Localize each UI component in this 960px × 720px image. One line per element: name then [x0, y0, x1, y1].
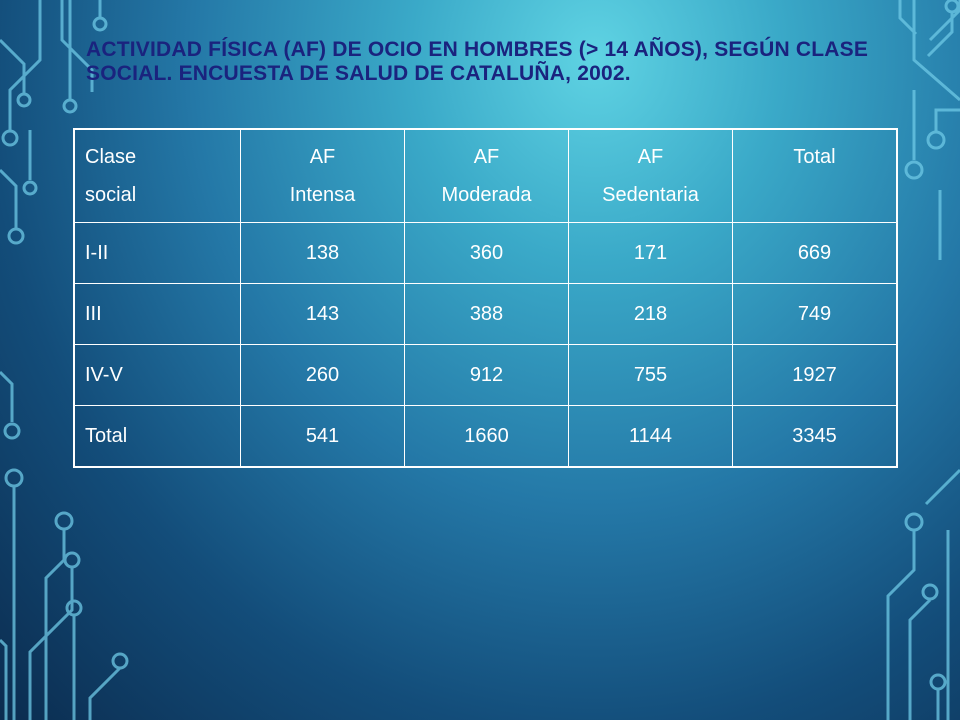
row-label-cell: I-II [73, 222, 241, 284]
table-cell: 218 [568, 283, 733, 345]
table-cell: 1660 [404, 405, 569, 468]
header-cell: AF Sedentaria [568, 128, 733, 223]
table-cell: 388 [404, 283, 569, 345]
table-cell: 912 [404, 344, 569, 406]
table-row: I-II 138 360 171 669 [73, 222, 898, 284]
table-row: Total 541 1660 1144 3345 [73, 405, 898, 468]
data-table: Clase social AF Intensa AF Moderada AF S… [73, 128, 898, 468]
header-line: AF [637, 146, 664, 168]
table-cell: 3345 [732, 405, 898, 468]
header-cell: Clase social [73, 128, 241, 223]
table-cell: 1927 [732, 344, 898, 406]
table-cell: 360 [404, 222, 569, 284]
row-label-cell: Total [73, 405, 241, 468]
header-line: AF [309, 146, 336, 168]
header-line: Sedentaria [602, 184, 699, 206]
header-line: Intensa [289, 184, 356, 206]
header-cell: AF Moderada [404, 128, 569, 223]
table-row: III 143 388 218 749 [73, 283, 898, 345]
header-line: Total [793, 146, 836, 168]
table-cell: 755 [568, 344, 733, 406]
table-cell: 138 [240, 222, 405, 284]
table-cell: 143 [240, 283, 405, 345]
table-row: IV-V 260 912 755 1927 [73, 344, 898, 406]
row-label-cell: IV-V [73, 344, 241, 406]
table-header-row: Clase social AF Intensa AF Moderada AF S… [73, 128, 898, 223]
table-cell: 669 [732, 222, 898, 284]
header-line: Moderada [441, 184, 532, 206]
table-cell: 541 [240, 405, 405, 468]
row-label-cell: III [73, 283, 241, 345]
table-cell: 749 [732, 283, 898, 345]
header-line: AF [473, 146, 500, 168]
table-cell: 171 [568, 222, 733, 284]
table-cell: 1144 [568, 405, 733, 468]
header-line: Clase [85, 146, 137, 168]
header-cell: Total [732, 128, 898, 223]
header-cell: AF Intensa [240, 128, 405, 223]
slide-title: Actividad física (AF) de ocio en hombres… [86, 38, 869, 85]
header-line: social [85, 184, 137, 206]
table-cell: 260 [240, 344, 405, 406]
